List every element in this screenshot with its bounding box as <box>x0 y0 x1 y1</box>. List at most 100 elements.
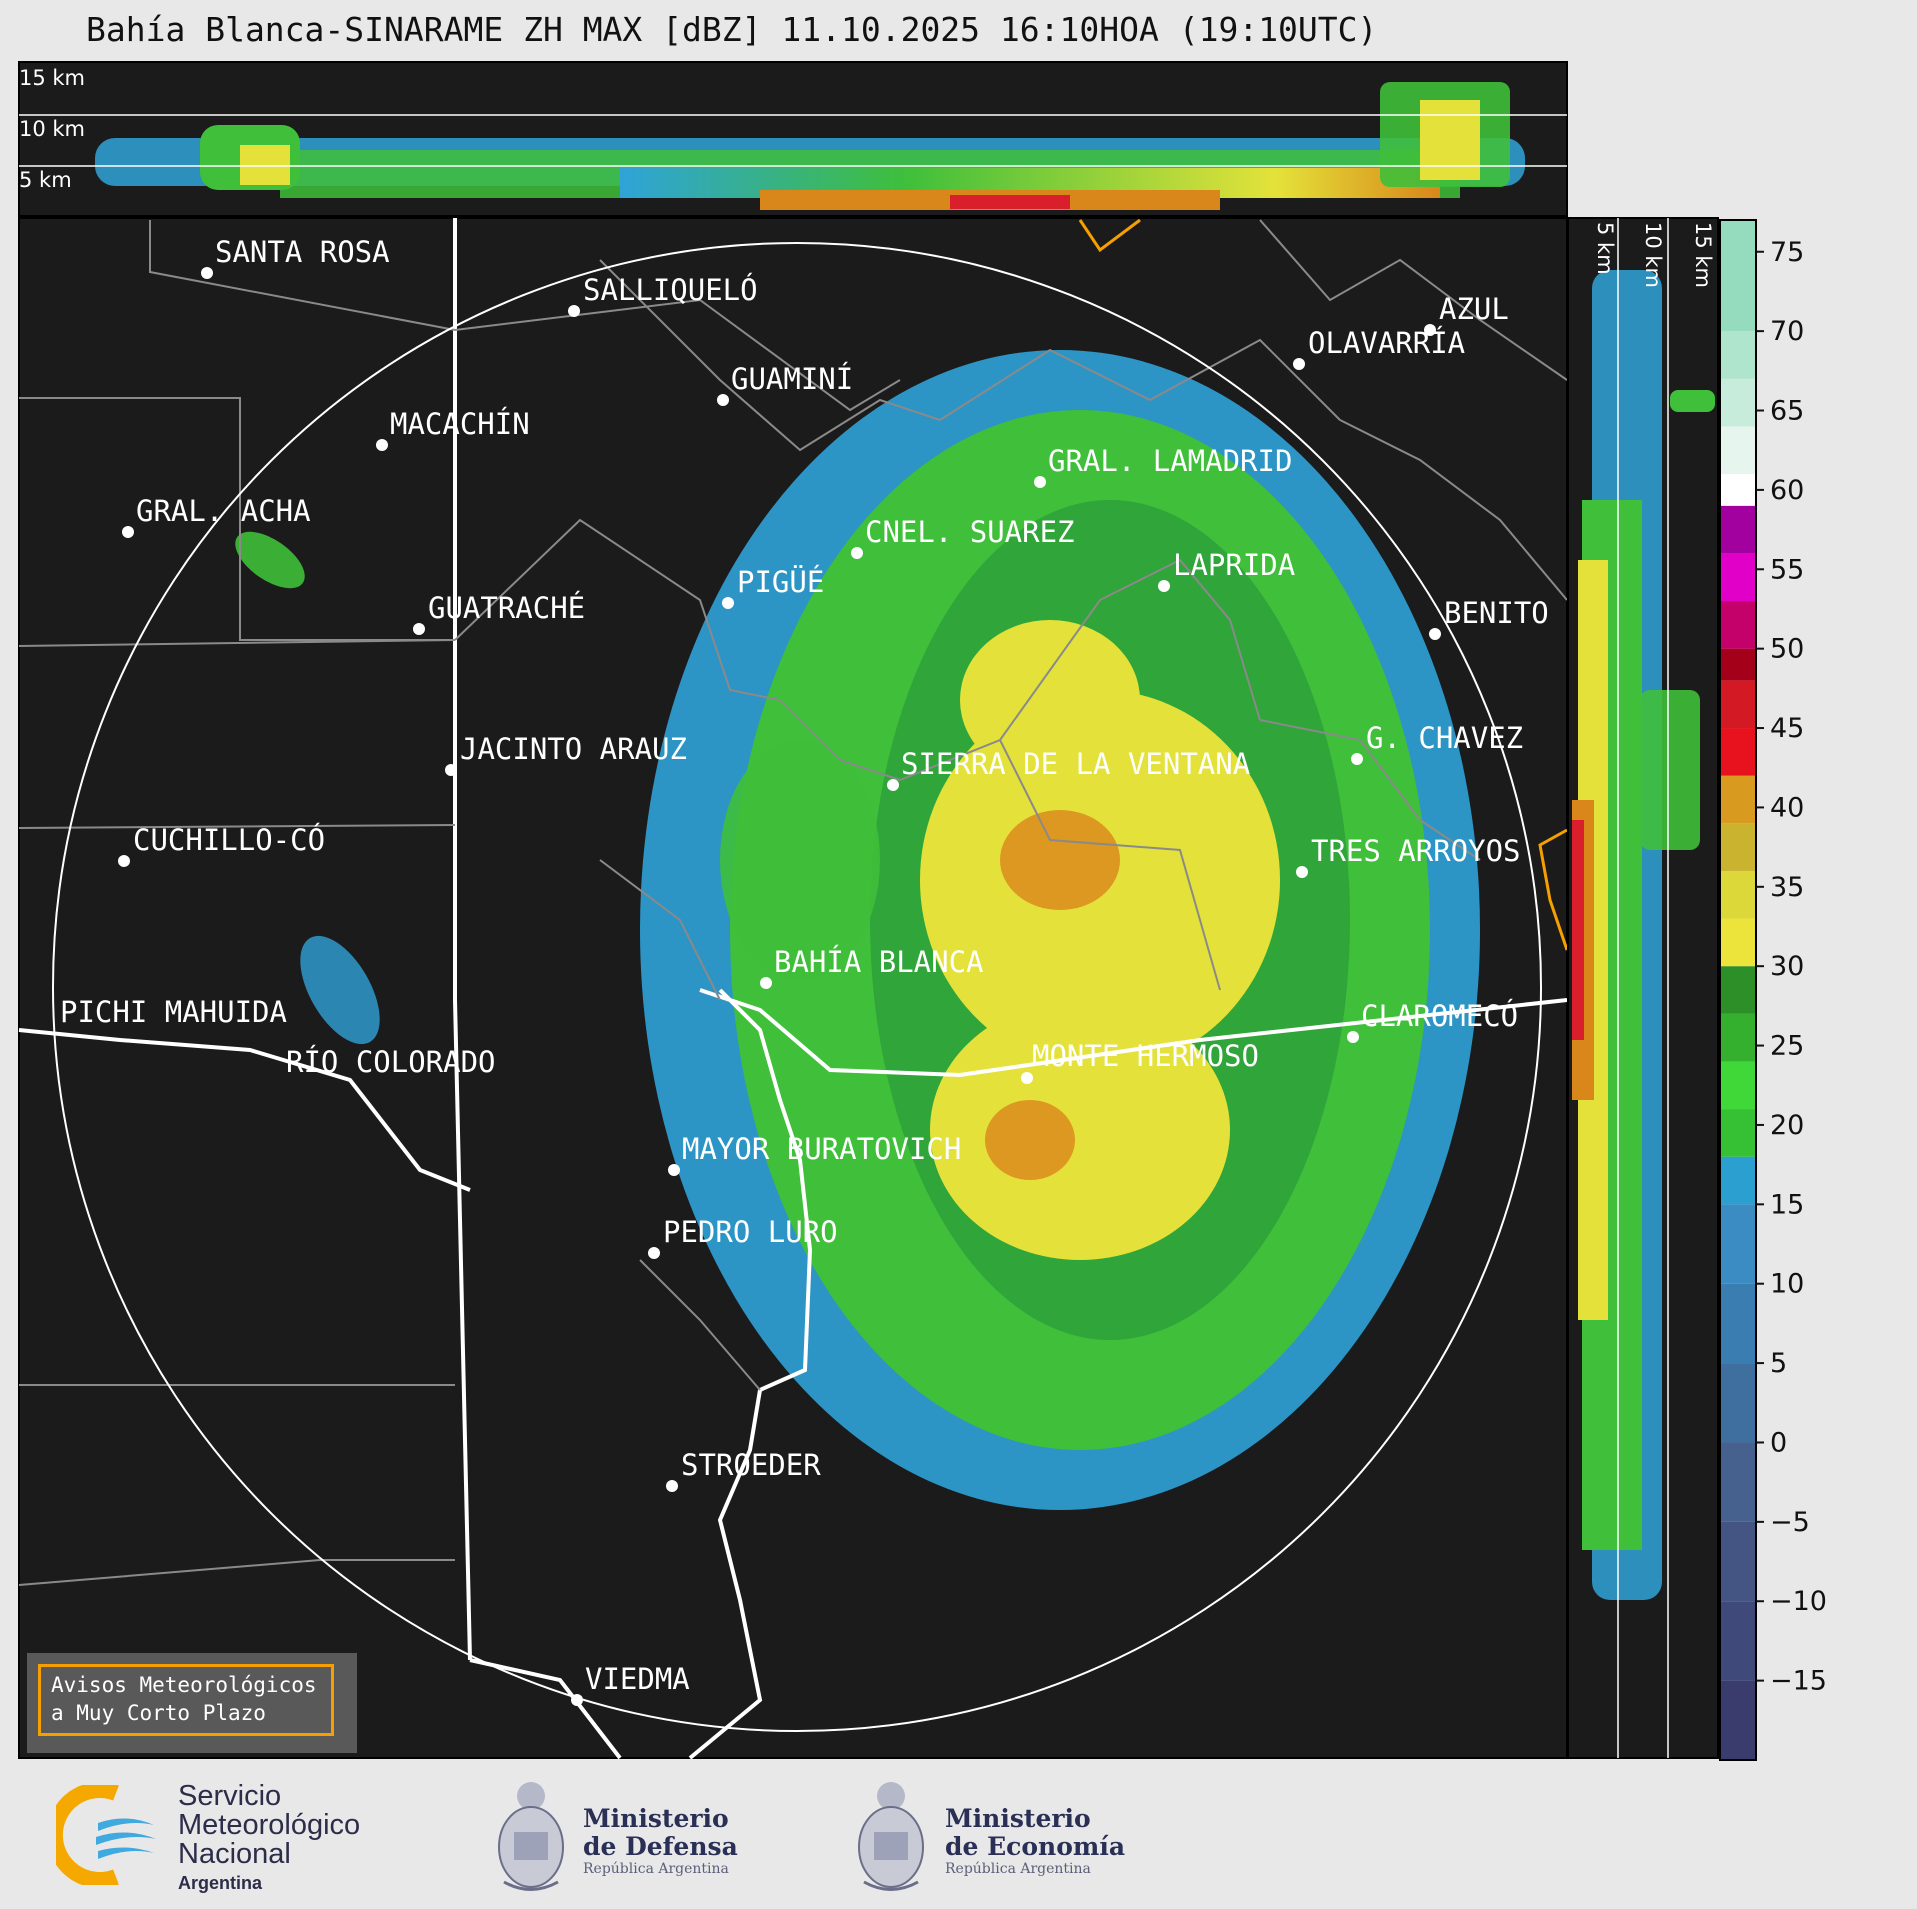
colorbar-tick-label: 50 <box>1770 634 1804 665</box>
colorbar-tick-label: 35 <box>1770 872 1804 903</box>
place-tres-arroyos: TRES ARROYOS <box>1311 834 1521 868</box>
defensa-line2: de Defensa <box>583 1832 738 1861</box>
place-benito: BENITO <box>1444 596 1549 630</box>
colorbar-tick-label: 10 <box>1770 1269 1804 1300</box>
colorbar-segment <box>1720 1156 1756 1205</box>
defensa-seal-icon <box>498 1782 564 1891</box>
smn-line3: Nacional <box>178 1838 291 1870</box>
colorbar-tick-label: 25 <box>1770 1031 1804 1062</box>
colorbar-segment <box>1720 553 1756 602</box>
main-map: SANTA ROSA SALLIQUELÓ GUAMINÍ MACACHÍN G… <box>18 217 1569 1760</box>
place-guatrache: GUATRACHÉ <box>428 591 585 625</box>
defensa-line3: República Argentina <box>583 1861 729 1877</box>
colorbar-segment <box>1720 823 1756 871</box>
top-cross-section: 15 km 10 km 5 km <box>18 61 1568 217</box>
colorbar-segment <box>1720 1283 1756 1364</box>
place-markers <box>118 267 1441 1706</box>
place-santa-rosa: SANTA ROSA <box>215 235 390 269</box>
economia-seal-icon <box>858 1782 924 1891</box>
place-claromeco: CLAROMECÓ <box>1361 999 1518 1033</box>
colorbar-tick-label: −15 <box>1770 1666 1827 1697</box>
colorbar-tick-label: 75 <box>1770 237 1804 268</box>
place-rio-colorado: RÍO COLORADO <box>286 1045 496 1079</box>
smn-line1: Servicio <box>178 1780 282 1812</box>
alerts-line1: Avisos Meteorológicos <box>51 1673 317 1697</box>
colorbar-segment <box>1720 1109 1756 1157</box>
top-alt-5km: 5 km <box>19 168 72 192</box>
place-g-chavez: G. CHAVEZ <box>1366 721 1523 755</box>
place-stroeder: STROEDER <box>681 1448 821 1482</box>
place-jacinto-arauz: JACINTO ARAUZ <box>460 732 687 766</box>
side-alt-10km: 10 km <box>1641 222 1665 288</box>
colorbar-segment <box>1720 648 1756 681</box>
colorbar-segment <box>1720 1013 1756 1062</box>
colorbar-tick-label: 45 <box>1770 713 1804 744</box>
colorbar-tick-label: 30 <box>1770 951 1804 982</box>
colorbar-segment <box>1720 966 1756 1014</box>
colorbar-segment <box>1720 474 1756 506</box>
side-alt-15km: 15 km <box>1691 222 1715 288</box>
colorbar-tick-label: 55 <box>1770 554 1804 585</box>
economia-logo-text: Ministerio de Economía República Argenti… <box>945 1804 1126 1878</box>
alerts-link[interactable]: Avisos Meteorológicos a Muy Corto Plazo <box>38 1664 334 1736</box>
colorbar-tick-label: 20 <box>1770 1110 1804 1141</box>
colorbar-tick-label: 65 <box>1770 396 1804 427</box>
smn-line4: Argentina <box>178 1873 263 1893</box>
place-cuchillo-co: CUCHILLO-CÓ <box>133 823 325 857</box>
colorbar-tick-label: 70 <box>1770 316 1804 347</box>
place-bahia-blanca: BAHÍA BLANCA <box>774 945 984 979</box>
colorbar-segment <box>1720 426 1756 475</box>
place-olavarria: OLAVARRÍA <box>1308 326 1465 360</box>
colorbar-segment <box>1720 1521 1756 1602</box>
colorbar-tick-label: 60 <box>1770 475 1804 506</box>
colorbar-segment <box>1720 1680 1756 1760</box>
colorbar-segment <box>1720 1601 1756 1681</box>
colorbar-segment <box>1720 601 1756 649</box>
colorbar-segment <box>1720 1061 1756 1110</box>
place-cnel-suarez: CNEL. SUAREZ <box>865 515 1075 549</box>
colorbar-segment <box>1720 505 1756 554</box>
economia-line3: República Argentina <box>945 1861 1091 1877</box>
colorbar-segment <box>1720 1363 1756 1443</box>
place-laprida: LAPRIDA <box>1173 548 1295 582</box>
place-gral-acha: GRAL. ACHA <box>136 494 311 528</box>
place-salliquelo: SALLIQUELÓ <box>583 273 758 307</box>
place-pigue: PIGÜÉ <box>737 565 824 599</box>
place-macachin: MACACHÍN <box>390 407 530 441</box>
colorbar-segment <box>1720 331 1756 379</box>
colorbar-tick-label: 15 <box>1770 1189 1804 1220</box>
smn-logo-text: Servicio Meteorológico Nacional Argentin… <box>178 1782 360 1898</box>
colorbar-tick-label: −10 <box>1770 1586 1827 1617</box>
side-alt-5km: 5 km <box>1593 222 1617 275</box>
colorbar-tick-label: −5 <box>1770 1507 1810 1538</box>
colorbar-segment <box>1720 378 1756 427</box>
colorbar-segment <box>1720 918 1756 967</box>
smn-line2: Meteorológico <box>178 1809 361 1841</box>
alerts-panel[interactable]: Avisos Meteorológicos a Muy Corto Plazo <box>27 1653 357 1753</box>
place-mayor-buratovich: MAYOR BURATOVICH <box>682 1132 961 1166</box>
place-sierra-de-la-ventana: SIERRA DE LA VENTANA <box>901 747 1250 781</box>
colorbar-segment <box>1720 680 1756 729</box>
colorbar-tick-label: 0 <box>1770 1427 1787 1458</box>
smn-logo-icon <box>56 1785 156 1885</box>
top-alt-15km: 15 km <box>19 66 85 90</box>
colorbar-segment <box>1720 870 1756 919</box>
colorbar-segment <box>1720 1204 1756 1284</box>
defensa-logo-text: Ministerio de Defensa República Argentin… <box>583 1804 738 1878</box>
colorbar-tick-label: 40 <box>1770 792 1804 823</box>
place-pichi-mahuida: PICHI MAHUIDA <box>60 995 287 1029</box>
economia-line1: Ministerio <box>945 1804 1091 1833</box>
economia-line2: de Economía <box>945 1832 1126 1861</box>
range-ring <box>52 242 1542 1732</box>
place-guamini: GUAMINÍ <box>731 362 853 396</box>
map-title: Bahía Blanca-SINARAME ZH MAX [dBZ] 11.10… <box>86 10 1378 49</box>
defensa-line1: Ministerio <box>583 1804 729 1833</box>
place-pedro-luro: PEDRO LURO <box>663 1215 838 1249</box>
place-gral-lamadrid: GRAL. LAMADRID <box>1048 444 1292 478</box>
place-azul: AZUL <box>1439 292 1509 326</box>
colorbar-segment <box>1720 728 1756 776</box>
alerts-line2: a Muy Corto Plazo <box>51 1701 266 1725</box>
place-viedma: VIEDMA <box>585 1662 690 1696</box>
